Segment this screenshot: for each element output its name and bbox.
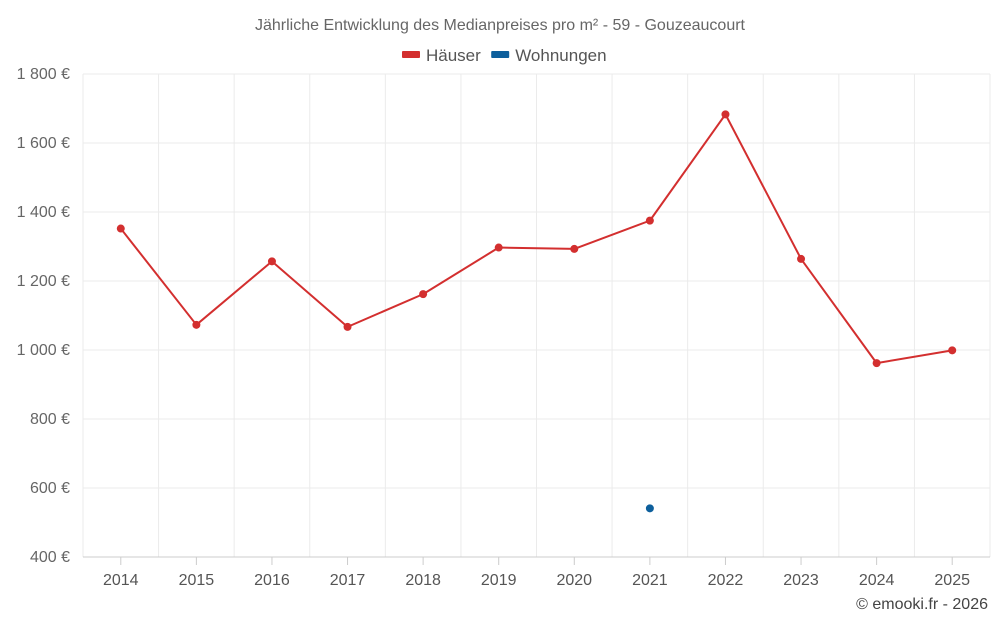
data-point[interactable] (570, 244, 579, 253)
x-tick-label: 2024 (859, 572, 895, 589)
x-tick-label: 2017 (330, 572, 366, 589)
legend-label: Wohnungen (515, 46, 606, 65)
data-point[interactable] (872, 359, 881, 368)
series-0 (116, 110, 957, 368)
x-tick-label: 2021 (632, 572, 668, 589)
y-tick-label: 1 400 € (17, 204, 70, 221)
axes: 400 € 600 € 800 € 1 000 € 1 200 € 1 400 € 1 60… (17, 66, 990, 589)
x-tick-label: 2016 (254, 572, 290, 589)
series-line (120, 113, 953, 365)
x-tick-label: 2025 (934, 572, 970, 589)
x-tick-label: 2018 (405, 572, 441, 589)
credit-text: © emooki.fr - 2026 (856, 596, 988, 613)
y-tick-label: 1 600 € (17, 135, 70, 152)
x-tick-label: 2023 (783, 572, 819, 589)
x-tick-label: 2014 (103, 572, 139, 589)
legend-item[interactable]: Häuser (402, 46, 481, 65)
data-point[interactable] (645, 504, 654, 513)
y-tick-label: 800 € (30, 411, 70, 428)
data-point[interactable] (494, 243, 503, 252)
y-tick-label: 600 € (30, 480, 70, 497)
series-layer (116, 110, 957, 513)
legend: Häuser Wohnungen (402, 46, 607, 65)
data-point[interactable] (419, 290, 428, 299)
x-tick-label: 2020 (556, 572, 592, 589)
legend-item[interactable]: Wohnungen (491, 46, 607, 65)
data-point[interactable] (721, 110, 730, 119)
series-1 (645, 504, 654, 513)
data-point[interactable] (797, 254, 806, 263)
data-point[interactable] (343, 322, 352, 331)
x-tick-label: 2019 (481, 572, 517, 589)
data-point[interactable] (116, 224, 125, 233)
y-tick-label: 1 800 € (17, 66, 70, 83)
data-point[interactable] (192, 320, 201, 329)
data-point[interactable] (645, 216, 654, 225)
legend-swatch (402, 51, 420, 58)
chart-title: Jährliche Entwicklung des Medianpreises … (255, 17, 746, 34)
data-point[interactable] (267, 257, 276, 266)
legend-swatch (491, 51, 510, 58)
data-point[interactable] (948, 346, 957, 355)
y-tick-label: 1 000 € (17, 342, 70, 359)
legend-label: Häuser (426, 46, 481, 65)
x-tick-label: 2015 (179, 572, 215, 589)
grid (82, 73, 991, 557)
y-tick-label: 400 € (30, 549, 70, 566)
y-tick-label: 1 200 € (17, 273, 70, 290)
x-tick-label: 2022 (708, 572, 744, 589)
